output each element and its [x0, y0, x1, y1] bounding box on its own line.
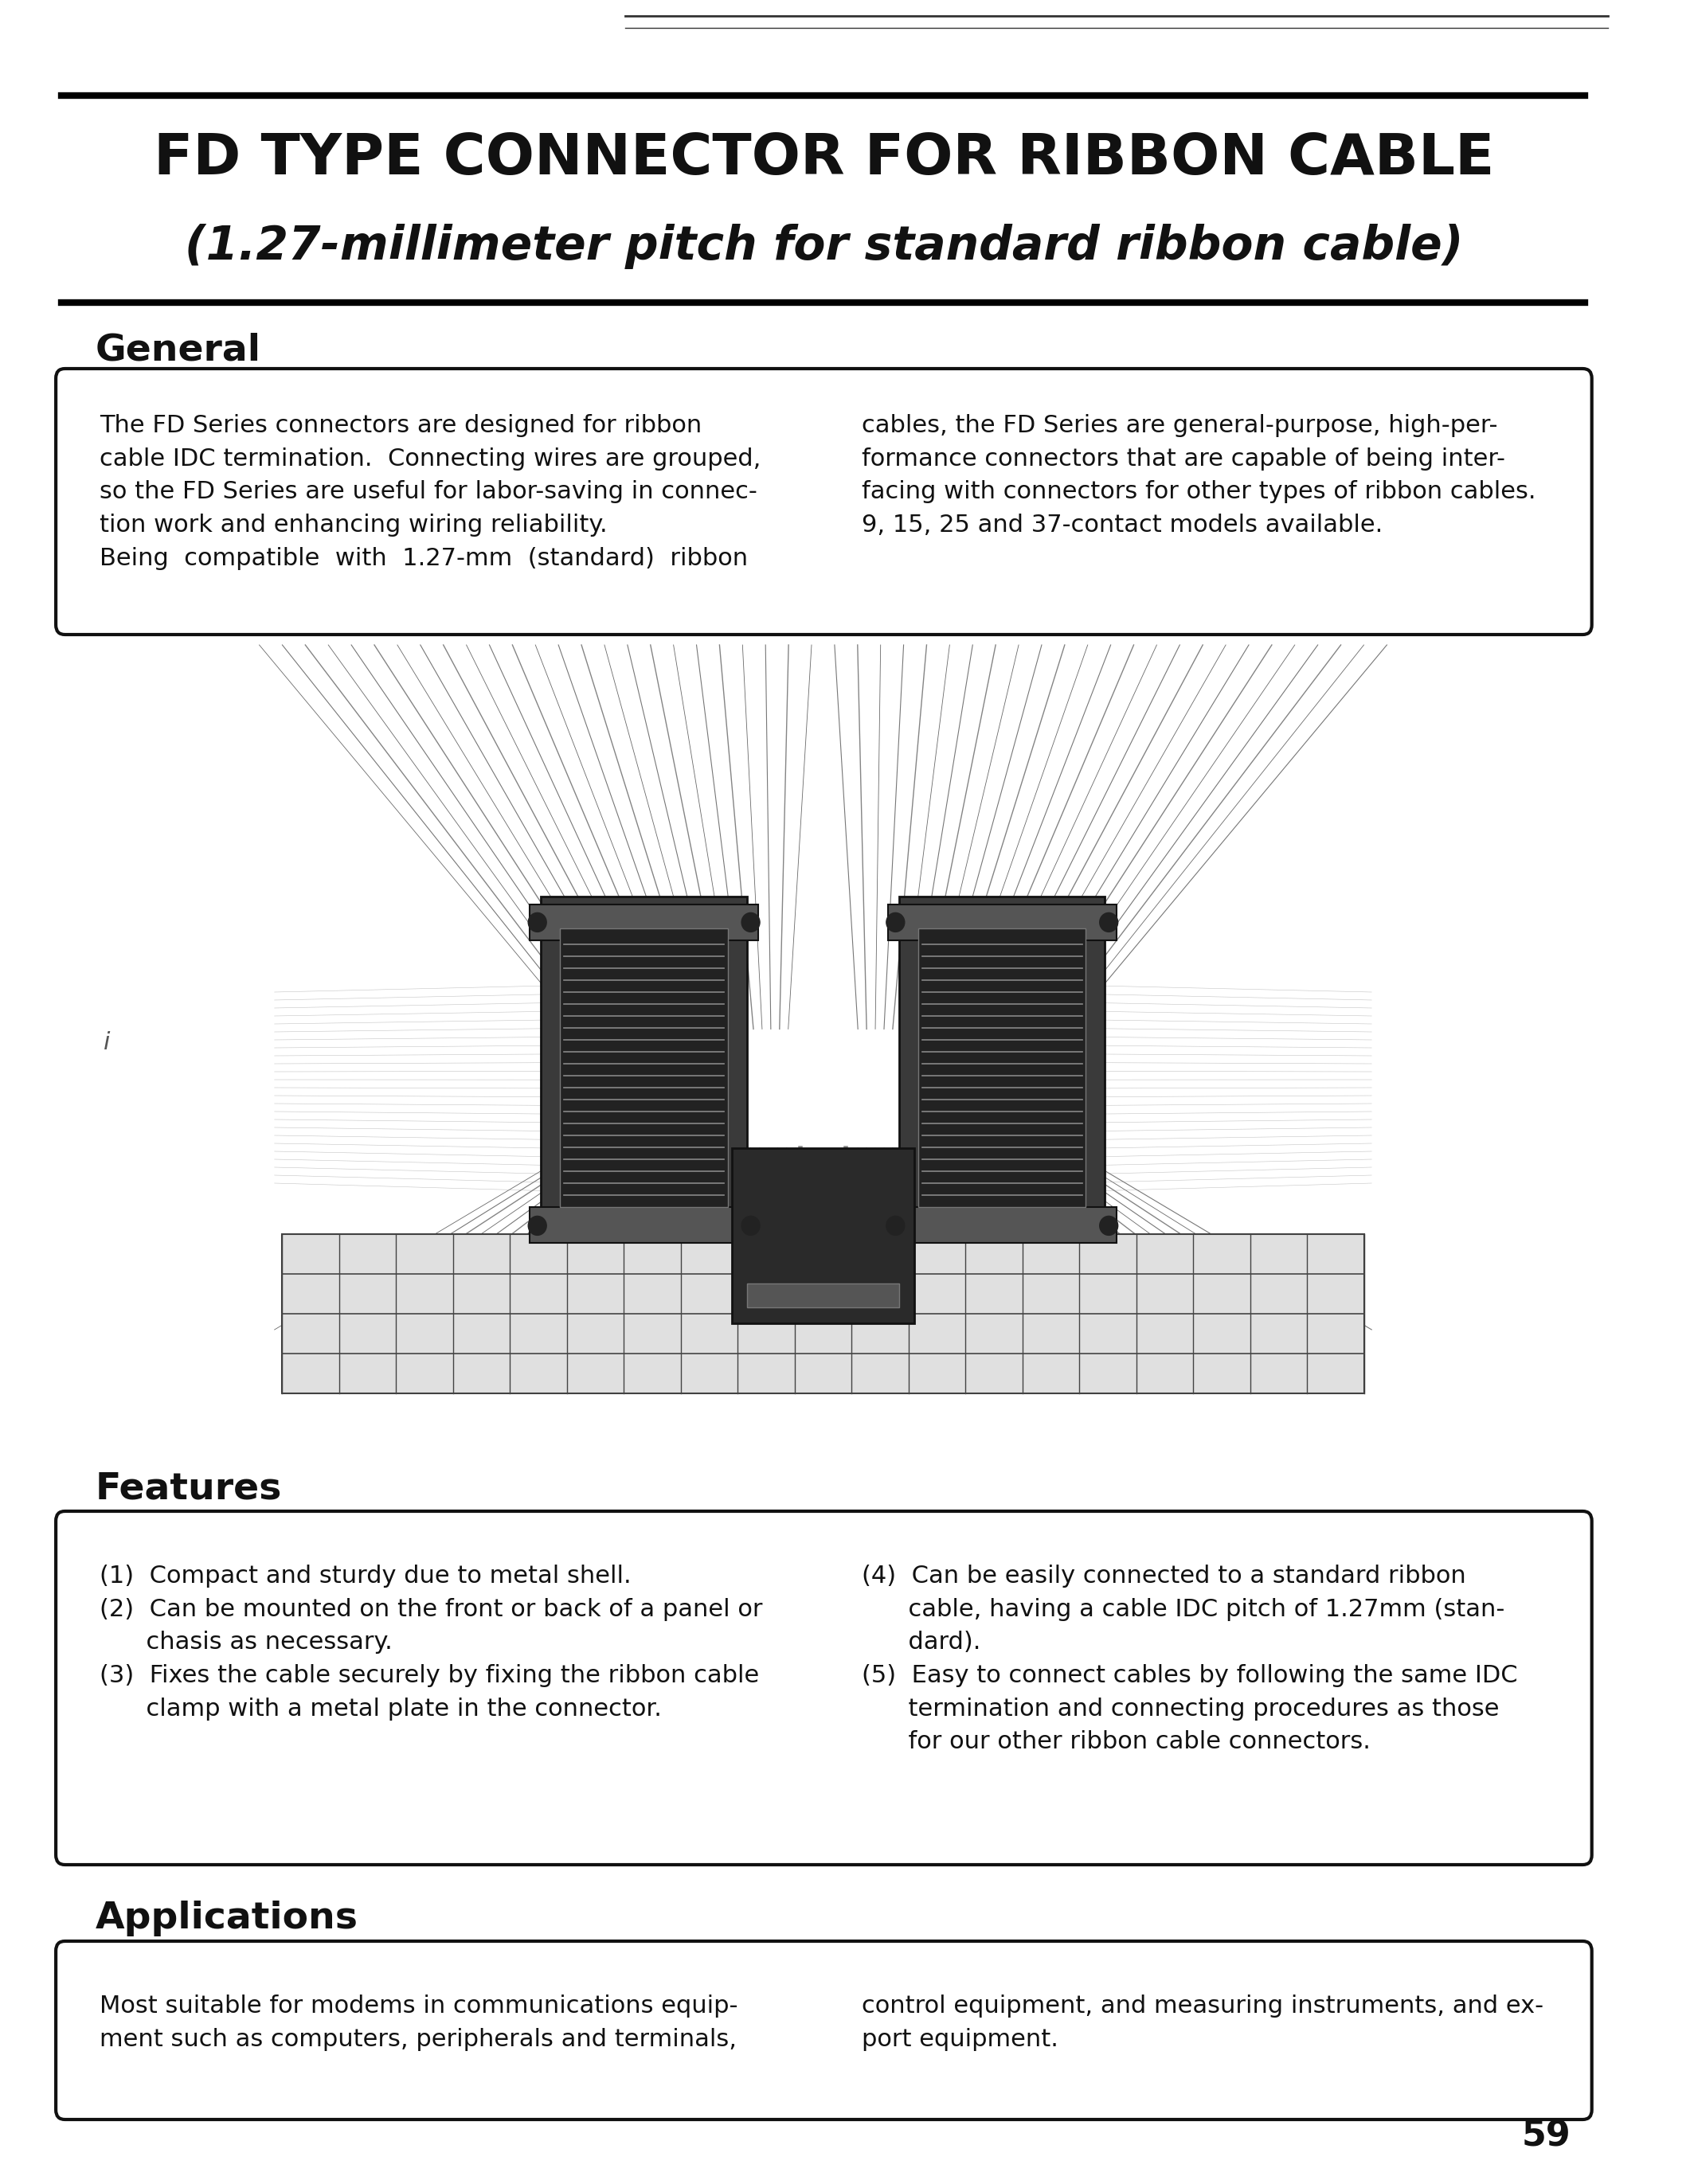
Bar: [918, 928, 1087, 1208]
Text: Features: Features: [95, 1472, 282, 1507]
Bar: [559, 928, 728, 1208]
Bar: [899, 898, 1105, 1238]
Text: (4)  Can be easily connected to a standard ribbon
      cable, having a cable ID: (4) Can be easily connected to a standar…: [862, 1564, 1518, 1754]
Text: Applications: Applications: [95, 1900, 358, 1937]
Bar: [747, 1284, 899, 1308]
Circle shape: [1100, 1216, 1117, 1236]
Circle shape: [1100, 913, 1117, 933]
Text: Most suitable for modems in communications equip-
ment such as computers, periph: Most suitable for modems in communicatio…: [100, 1994, 737, 2051]
Text: cables, the FD Series are general-purpose, high-per-
formance connectors that ar: cables, the FD Series are general-purpos…: [862, 415, 1536, 537]
Text: 59: 59: [1523, 2118, 1572, 2153]
FancyBboxPatch shape: [56, 1942, 1592, 2118]
Circle shape: [529, 1216, 546, 1236]
Bar: [282, 1234, 1364, 1393]
Text: The FD Series connectors are designed for ribbon
cable IDC termination.  Connect: The FD Series connectors are designed fo…: [100, 415, 760, 570]
FancyBboxPatch shape: [56, 369, 1592, 636]
Circle shape: [529, 913, 546, 933]
Text: (1)  Compact and sturdy due to metal shell.
(2)  Can be mounted on the front or : (1) Compact and sturdy due to metal shel…: [100, 1564, 762, 1721]
Bar: [732, 1149, 914, 1324]
Text: FD TYPE CONNECTOR FOR RIBBON CABLE: FD TYPE CONNECTOR FOR RIBBON CABLE: [154, 131, 1494, 186]
Circle shape: [886, 1216, 904, 1236]
Text: General: General: [95, 332, 262, 369]
Bar: [887, 904, 1117, 941]
Circle shape: [742, 1216, 760, 1236]
Text: i: i: [103, 1031, 110, 1055]
Bar: [529, 904, 759, 941]
Text: (1.27-millimeter pitch for standard ribbon cable): (1.27-millimeter pitch for standard ribb…: [184, 225, 1464, 269]
Bar: [887, 1208, 1117, 1243]
Circle shape: [886, 913, 904, 933]
Bar: [541, 898, 747, 1238]
Text: control equipment, and measuring instruments, and ex-
port equipment.: control equipment, and measuring instrum…: [862, 1994, 1543, 2051]
Circle shape: [742, 913, 760, 933]
Bar: [529, 1208, 759, 1243]
FancyBboxPatch shape: [56, 1511, 1592, 1865]
